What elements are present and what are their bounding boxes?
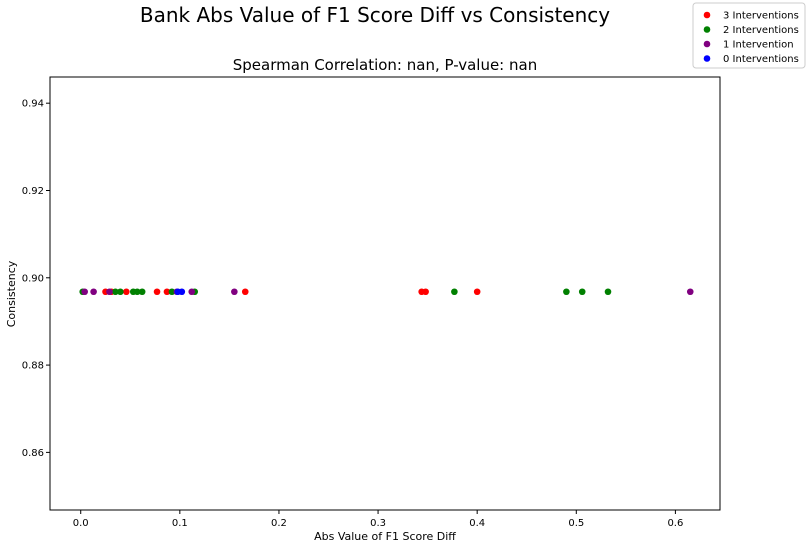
plot-area xyxy=(49,76,721,511)
x-tick-label: 0.1 xyxy=(172,518,188,529)
chart-title: Spearman Correlation: nan, P-value: nan xyxy=(233,56,537,74)
data-point xyxy=(81,288,88,296)
y-axis: 0.86 0.88 0.90 0.92 0.94 xyxy=(22,99,50,459)
x-tick-label: 0.4 xyxy=(469,518,485,529)
x-axis: 0.0 0.1 0.2 0.3 0.4 0.5 0.6 xyxy=(73,510,683,529)
legend-entry: 0 Interventions xyxy=(723,54,799,65)
y-axis-label: Consistency xyxy=(5,260,18,327)
y-tick-label: 0.88 xyxy=(22,361,44,372)
data-point xyxy=(451,288,458,296)
data-point xyxy=(138,288,146,296)
x-axis-label: Abs Value of F1 Score Diff xyxy=(314,530,456,543)
data-point xyxy=(123,288,130,296)
data-points xyxy=(79,288,694,296)
y-tick-label: 0.86 xyxy=(22,448,44,459)
legend-entry: 1 Intervention xyxy=(723,40,794,51)
series-0 xyxy=(102,288,481,296)
data-point xyxy=(117,288,124,296)
plot-frame xyxy=(49,76,721,511)
data-point xyxy=(178,288,186,296)
legend-marker xyxy=(703,26,711,33)
y-tick-label: 0.92 xyxy=(22,186,44,197)
legend-entry: 2 Interventions xyxy=(723,25,799,36)
x-tick-label: 0.0 xyxy=(73,518,89,529)
legend-frame xyxy=(692,2,806,69)
y-tick-label: 0.90 xyxy=(22,273,44,284)
data-point xyxy=(578,288,586,296)
data-point xyxy=(106,288,113,296)
data-point xyxy=(163,288,171,296)
y-tick-label: 0.94 xyxy=(22,99,44,110)
x-tick-label: 0.5 xyxy=(568,518,584,529)
data-point xyxy=(686,288,694,296)
data-point xyxy=(168,288,176,296)
data-point xyxy=(604,288,612,296)
data-point xyxy=(422,288,429,296)
data-point xyxy=(231,288,238,296)
data-point xyxy=(563,288,570,296)
figure-suptitle: Bank Abs Value of F1 Score Diff vs Consi… xyxy=(140,3,610,27)
legend: 3 Interventions 2 Interventions 1 Interven… xyxy=(692,2,806,69)
data-point xyxy=(153,288,161,296)
data-point xyxy=(473,288,481,296)
data-point xyxy=(90,288,97,296)
series-3 xyxy=(174,288,186,296)
data-point xyxy=(241,288,249,296)
data-point xyxy=(133,288,141,296)
legend-marker xyxy=(703,40,711,48)
x-tick-label: 0.3 xyxy=(370,518,386,529)
data-point xyxy=(188,288,196,296)
x-tick-label: 0.2 xyxy=(271,518,287,529)
legend-entry: 3 Interventions xyxy=(723,11,799,22)
x-tick-label: 0.6 xyxy=(667,518,683,529)
data-point xyxy=(112,288,119,296)
legend-marker xyxy=(703,11,711,19)
legend-marker xyxy=(703,55,711,62)
